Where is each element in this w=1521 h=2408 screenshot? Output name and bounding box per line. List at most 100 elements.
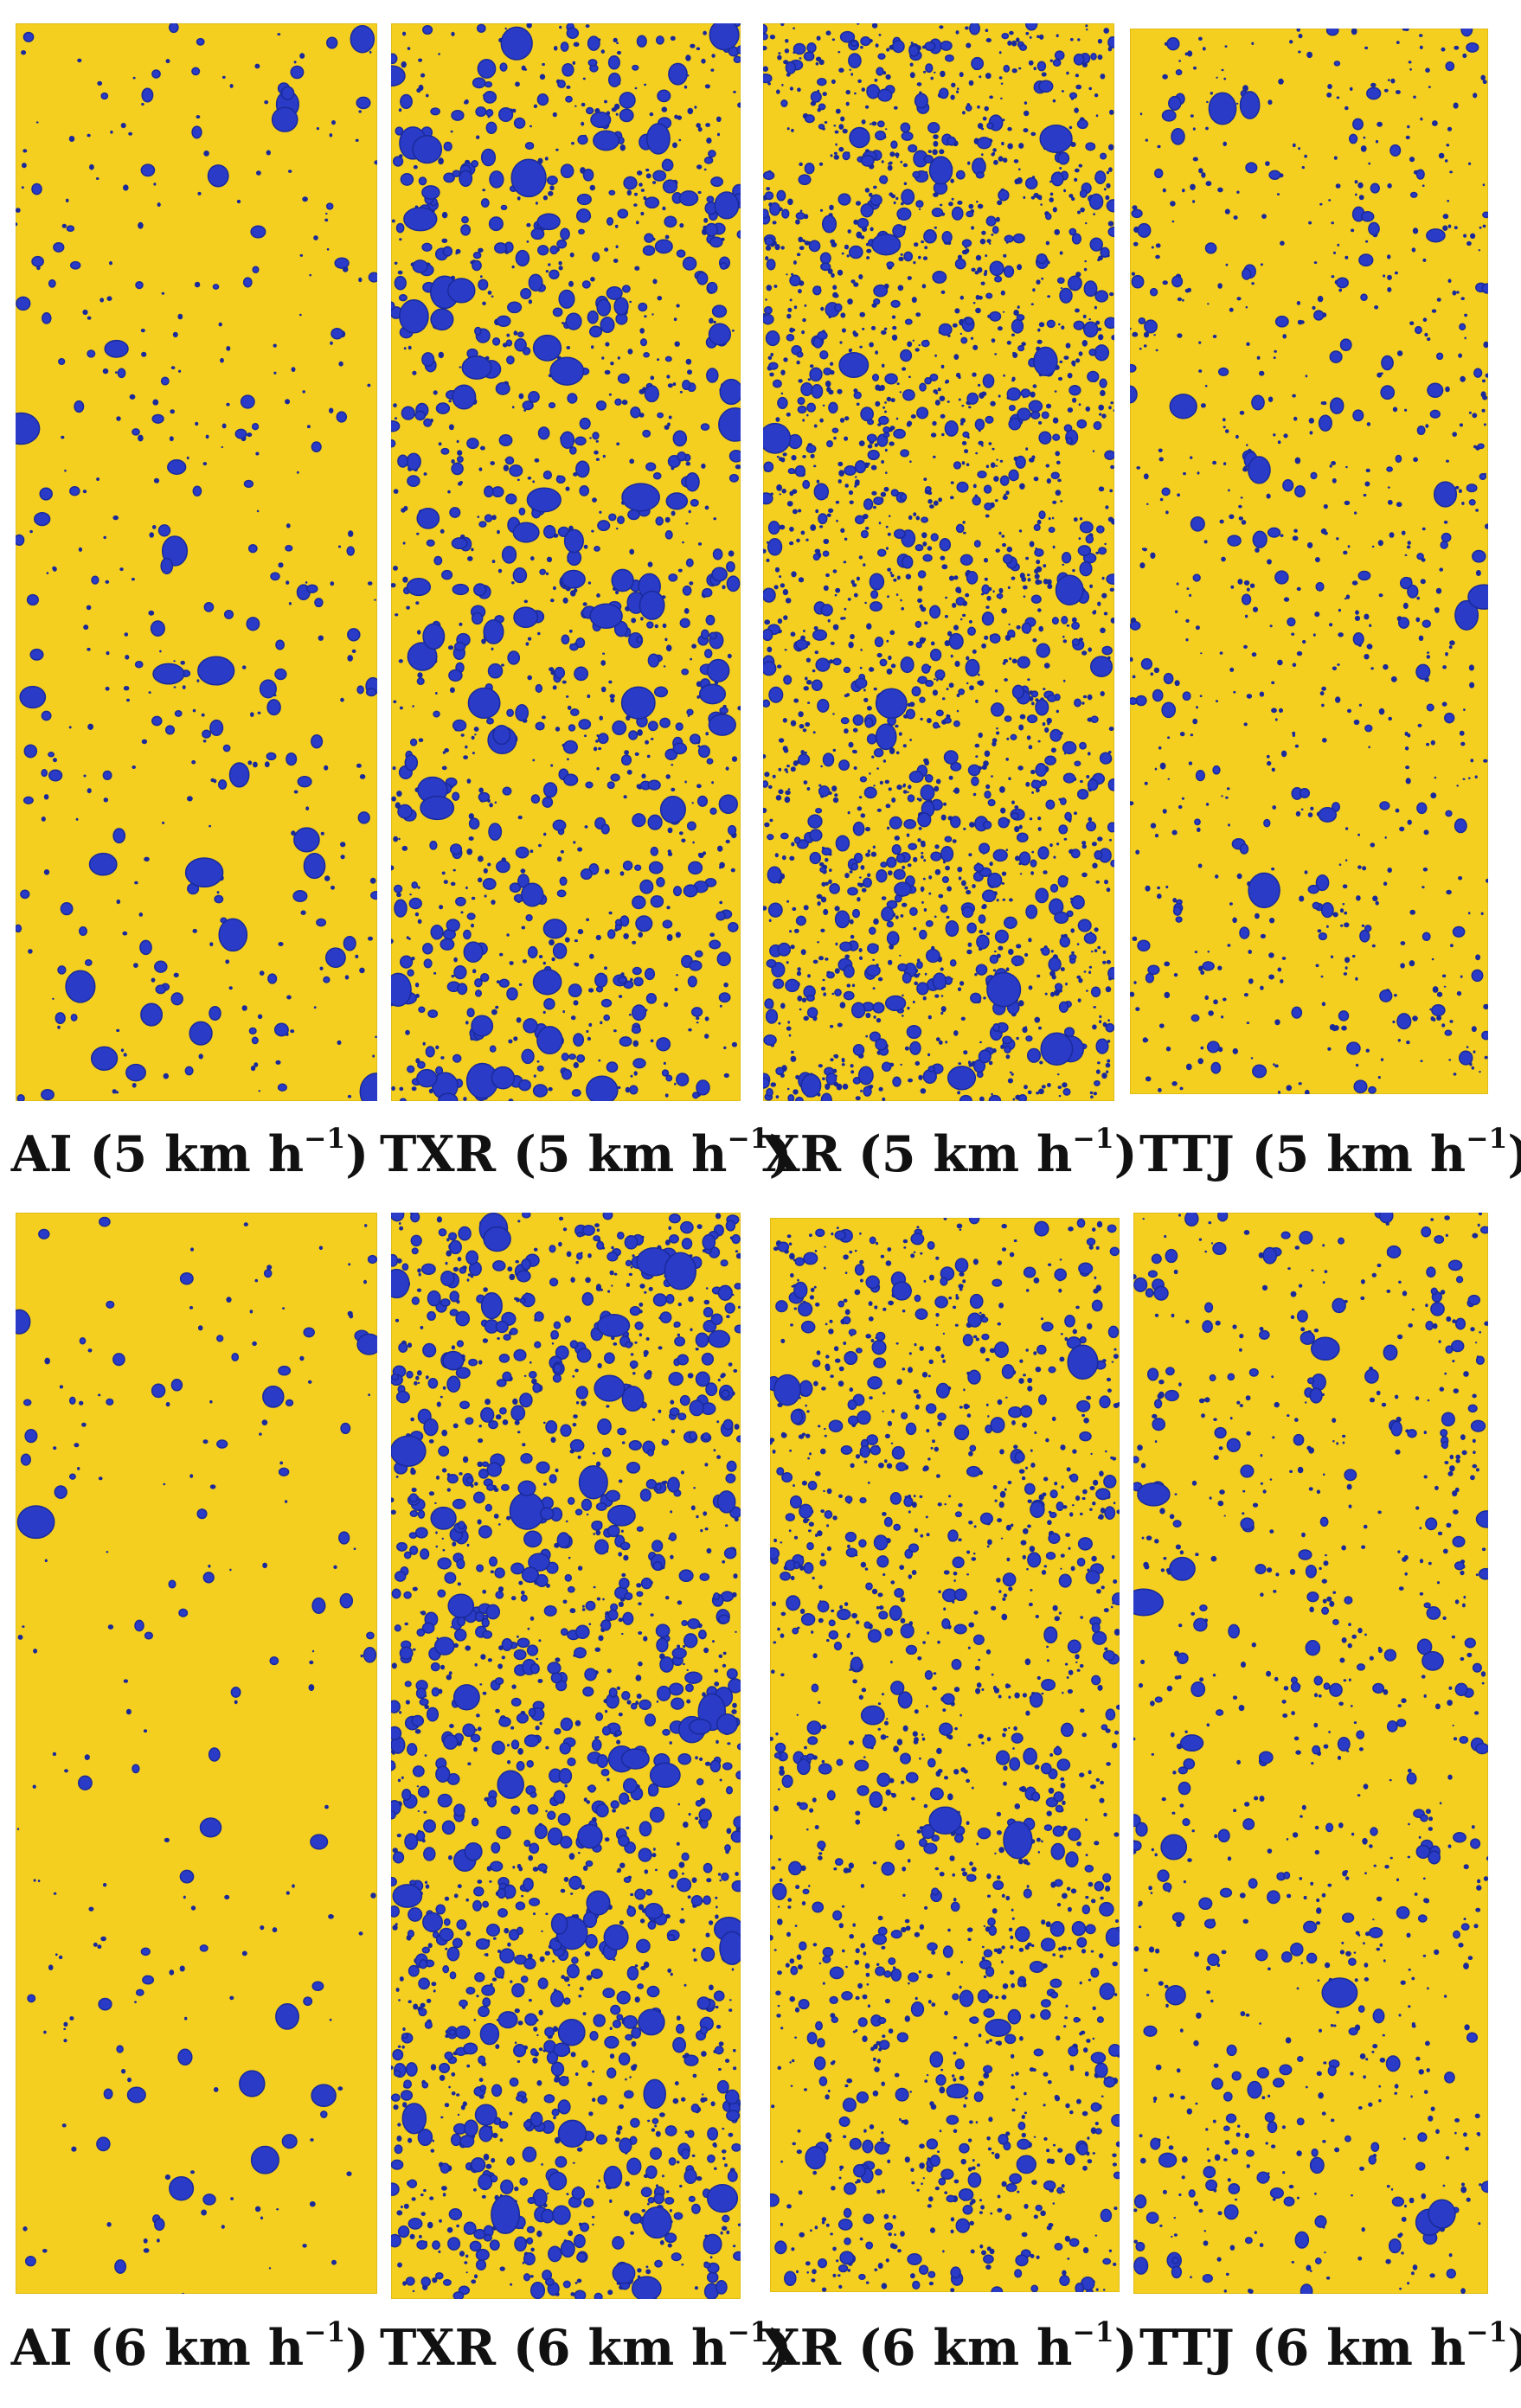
droplet-stain — [438, 351, 444, 359]
droplet-stain — [763, 754, 767, 759]
droplet-stain — [604, 868, 610, 874]
droplet-stain — [1252, 530, 1268, 548]
droplet-stain — [825, 857, 829, 862]
droplet-stain — [683, 85, 688, 89]
droplet-stain — [27, 1994, 36, 2003]
droplet-stain — [633, 1071, 638, 1076]
droplet-stain — [1009, 898, 1013, 902]
droplet-stain — [649, 112, 654, 117]
droplet-stain — [1345, 827, 1349, 830]
droplet-stain — [797, 396, 805, 406]
droplet-stain — [602, 454, 606, 458]
droplet-stain — [818, 162, 824, 166]
droplet-stain — [1274, 718, 1278, 721]
droplet-stain — [1267, 527, 1281, 538]
droplet-stain — [84, 958, 93, 966]
droplet-stain — [1095, 880, 1100, 884]
droplet-stain — [499, 62, 508, 72]
droplet-stain — [959, 295, 964, 300]
droplet-stain — [832, 569, 838, 573]
droplet-stain — [918, 797, 922, 802]
droplet-stain — [1071, 638, 1081, 646]
droplet-stain — [928, 875, 933, 880]
droplet-stain — [992, 226, 999, 234]
droplet-stain — [69, 260, 81, 270]
droplet-stain — [524, 141, 535, 150]
droplet-stain — [412, 134, 443, 164]
droplet-stain — [1030, 769, 1036, 775]
droplet-stain — [1034, 1016, 1041, 1023]
droplet-stain — [588, 1022, 593, 1027]
droplet-stain — [1277, 967, 1282, 972]
droplet-stain — [835, 587, 841, 593]
droplet-stain — [1031, 701, 1035, 706]
droplet-stain — [657, 358, 660, 362]
droplet-stain — [1143, 473, 1149, 480]
droplet-stain — [979, 1096, 985, 1101]
droplet-stain — [902, 1015, 904, 1017]
droplet-stain — [292, 889, 308, 903]
droplet-stain — [876, 767, 879, 770]
droplet-stain — [38, 1228, 50, 1239]
droplet-stain — [552, 112, 557, 118]
droplet-stain — [1030, 195, 1036, 200]
droplet-stain — [355, 138, 359, 142]
droplet-stain — [791, 571, 797, 578]
droplet-stain — [1442, 225, 1448, 231]
droplet-stain — [344, 975, 350, 980]
droplet-stain — [932, 149, 938, 156]
droplet-stain — [704, 85, 709, 87]
droplet-stain — [1015, 855, 1020, 861]
droplet-stain — [772, 774, 776, 778]
droplet-stain — [799, 246, 805, 251]
droplet-stain — [892, 40, 905, 54]
droplet-stain — [1482, 395, 1488, 400]
droplet-stain — [1239, 926, 1250, 939]
droplet-stain — [400, 93, 413, 110]
droplet-stain — [900, 656, 915, 674]
droplet-stain — [209, 942, 214, 947]
droplet-stain — [398, 108, 402, 112]
droplet-stain — [1023, 195, 1026, 199]
droplet-stain — [303, 1996, 313, 2007]
droplet-stain — [98, 1476, 103, 1481]
droplet-stain — [1049, 192, 1054, 196]
droplet-stain — [542, 195, 548, 201]
droplet-stain — [608, 911, 613, 915]
droplet-stain — [858, 274, 863, 279]
droplet-stain — [1050, 950, 1054, 953]
droplet-stain — [980, 391, 987, 397]
droplet-stain — [967, 1060, 972, 1065]
droplet-stain — [1478, 249, 1481, 252]
droplet-stain — [560, 431, 575, 449]
droplet-stain — [1328, 199, 1332, 202]
droplet-stain — [985, 415, 994, 424]
droplet-stain — [1177, 493, 1180, 497]
droplet-stain — [1309, 431, 1313, 435]
droplet-stain — [1060, 797, 1067, 806]
droplet-stain — [1294, 744, 1299, 748]
droplet-stain — [889, 571, 893, 574]
droplet-stain — [903, 251, 914, 262]
droplet-stain — [450, 130, 453, 133]
droplet-stain — [990, 702, 1004, 717]
droplet-stain — [790, 631, 796, 637]
droplet-stain — [430, 308, 454, 331]
droplet-stain — [802, 479, 811, 490]
droplet-stain — [416, 87, 421, 93]
droplet-stain — [735, 464, 741, 470]
droplet-stain — [640, 211, 645, 216]
droplet-stain — [1315, 964, 1319, 968]
droplet-stain — [795, 915, 806, 926]
droplet-stain — [603, 1014, 611, 1021]
droplet-stain — [517, 196, 521, 201]
droplet-stain — [521, 882, 544, 907]
droplet-stain — [815, 509, 819, 514]
droplet-stain — [1281, 957, 1287, 960]
droplet-stain — [412, 259, 428, 273]
droplet-stain — [491, 1066, 516, 1090]
droplet-stain — [1007, 143, 1013, 150]
droplet-stain — [964, 886, 968, 890]
droplet-stain — [1011, 318, 1024, 334]
droplet-stain — [1333, 156, 1338, 160]
